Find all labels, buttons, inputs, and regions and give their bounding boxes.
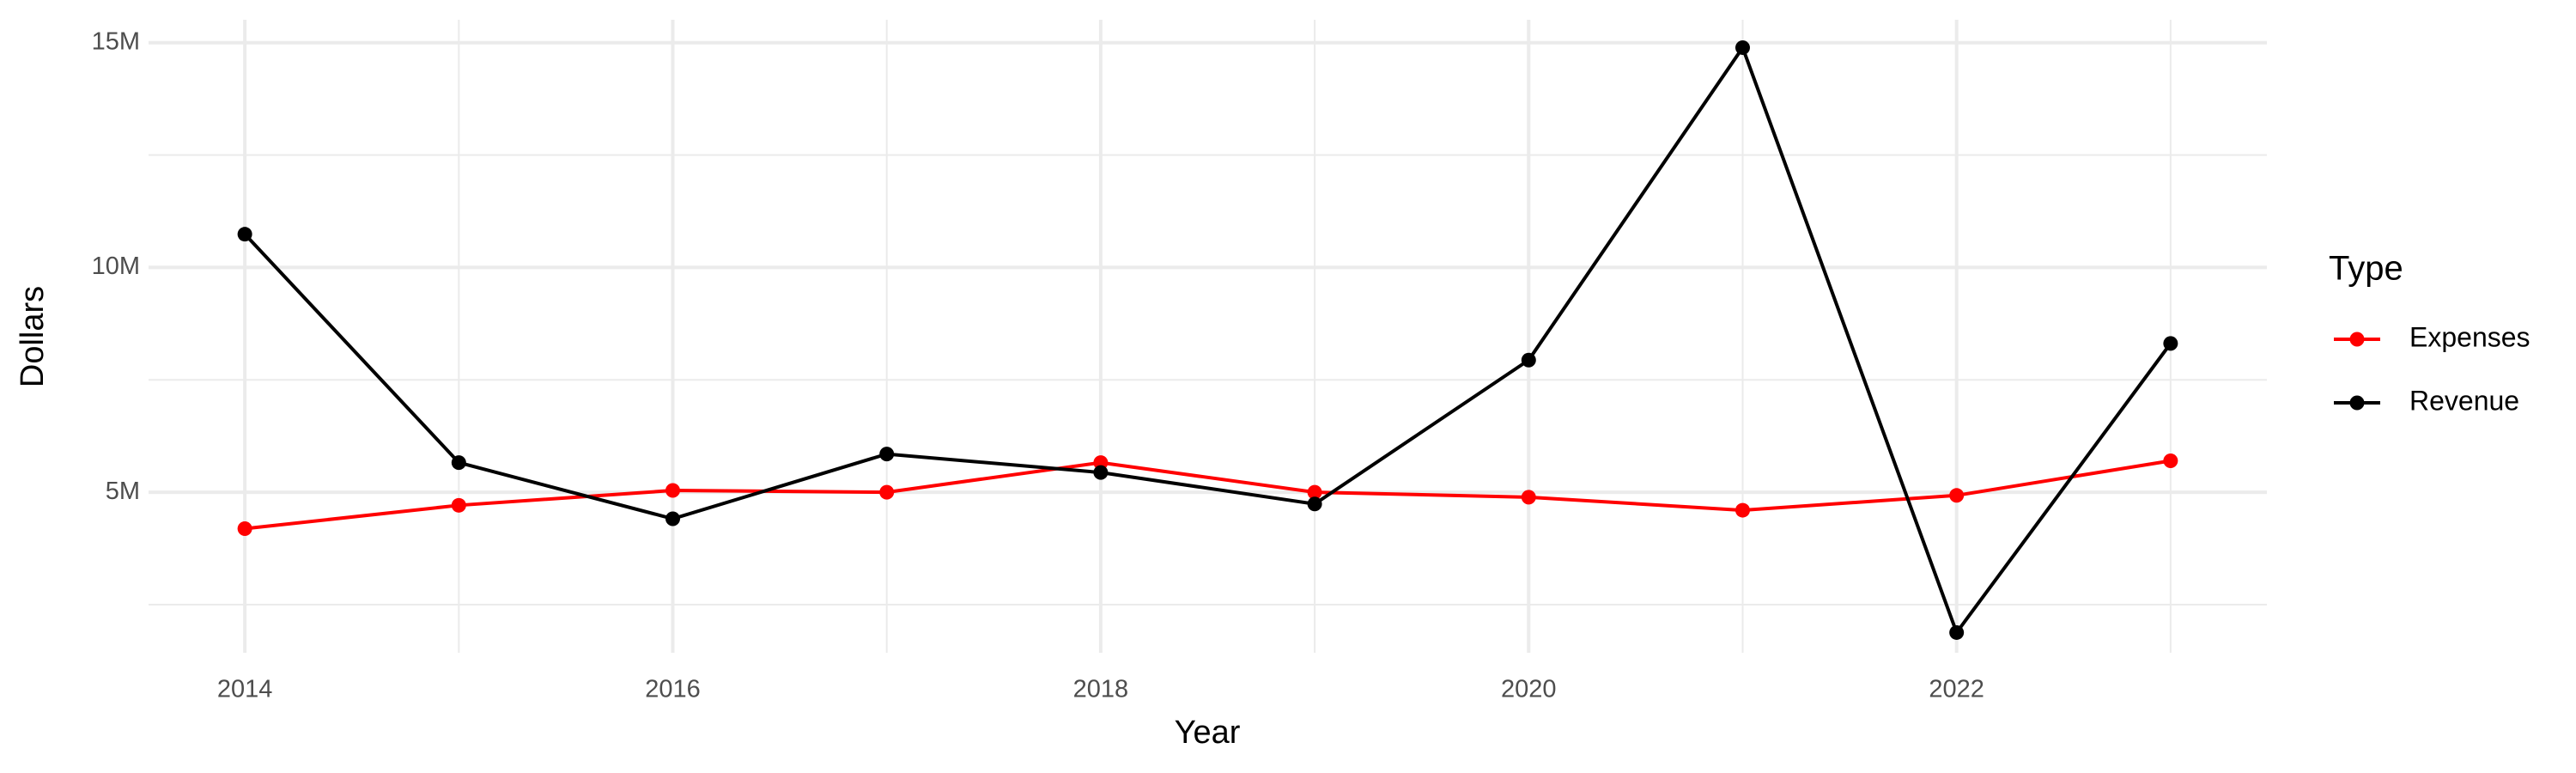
legend-title: Type (2329, 250, 2403, 288)
data-point (879, 447, 895, 462)
x-tick-label: 2016 (645, 676, 701, 703)
x-tick-label: 2014 (217, 676, 273, 703)
series-line (243, 44, 2172, 636)
x-axis-title: Year (1175, 715, 1241, 751)
data-point (451, 455, 466, 471)
data-point (1307, 484, 1322, 500)
data-point (2163, 336, 2178, 351)
data-point (1949, 624, 1965, 640)
x-tick-label: 2020 (1501, 676, 1557, 703)
data-point (1735, 40, 1750, 55)
data-point (1735, 502, 1750, 518)
y-tick-label: 10M (92, 253, 140, 280)
series-line (244, 459, 2172, 531)
data-point (665, 511, 681, 526)
data-point (451, 497, 466, 513)
data-point (1949, 488, 1965, 503)
y-tick-label: 15M (92, 27, 140, 55)
legend-label: Expenses (2409, 321, 2530, 352)
legend-label: Revenue (2409, 385, 2519, 416)
x-tick-label: 2018 (1073, 676, 1129, 703)
legend-point (2349, 332, 2365, 347)
data-point (879, 484, 895, 500)
data-point (1521, 490, 1536, 505)
data-point (1093, 465, 1109, 480)
legend-point (2349, 395, 2365, 411)
data-point (1521, 352, 1536, 368)
y-axis-title: Dollars (15, 286, 51, 387)
data-point (1307, 496, 1322, 512)
x-tick-label: 2022 (1929, 676, 1984, 703)
data-point (2163, 453, 2178, 468)
data-point (237, 227, 252, 242)
y-tick-label: 5M (106, 478, 140, 505)
data-point (237, 521, 252, 537)
data-point (665, 483, 681, 498)
